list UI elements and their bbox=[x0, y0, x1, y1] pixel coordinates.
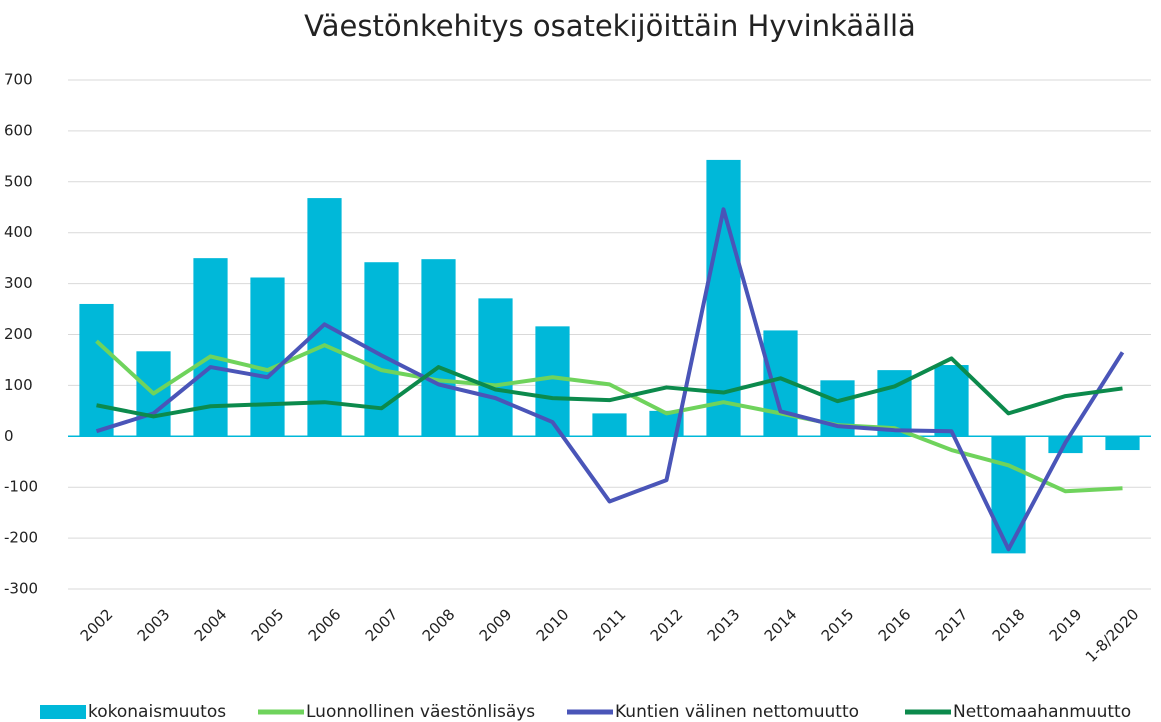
y-tick-label: 100 bbox=[4, 376, 33, 394]
bar bbox=[1105, 436, 1140, 451]
x-tick-label: 2002 bbox=[77, 605, 117, 645]
x-tick-label: 2012 bbox=[647, 605, 687, 645]
x-tick-label: 2018 bbox=[989, 605, 1029, 645]
bar bbox=[535, 326, 570, 437]
x-tick-label: 2014 bbox=[761, 605, 801, 645]
x-tick-label: 2013 bbox=[704, 605, 744, 645]
x-tick-label: 2008 bbox=[419, 605, 459, 645]
x-tick-label: 2015 bbox=[818, 605, 858, 645]
bar bbox=[478, 298, 513, 437]
bar bbox=[250, 277, 285, 437]
bar bbox=[934, 365, 969, 437]
x-tick-label: 2011 bbox=[590, 605, 630, 645]
x-tick-label: 2017 bbox=[932, 605, 972, 645]
y-tick-label: 600 bbox=[4, 121, 33, 139]
x-tick-label: 2004 bbox=[191, 605, 231, 645]
x-tick-label: 1-8/2020 bbox=[1082, 605, 1143, 666]
bar bbox=[79, 303, 114, 437]
bar bbox=[421, 259, 456, 437]
x-tick-label: 2009 bbox=[476, 605, 516, 645]
legend-label: Luonnollinen väestönlisäys bbox=[306, 702, 535, 722]
line bbox=[95, 339, 1123, 494]
x-tick-label: 2019 bbox=[1046, 605, 1086, 645]
bar bbox=[307, 198, 342, 437]
x-tick-label: 2005 bbox=[248, 605, 288, 645]
bar bbox=[592, 413, 627, 437]
line bbox=[96, 356, 1123, 419]
y-tick-label: 700 bbox=[4, 71, 33, 89]
legend-label: Nettomaahanmuutto bbox=[953, 702, 1131, 722]
legend-swatch bbox=[40, 705, 86, 719]
bar bbox=[706, 159, 741, 437]
x-tick-label: 2016 bbox=[875, 605, 915, 645]
y-tick-label: -300 bbox=[4, 580, 38, 598]
chart-title: Väestönkehitys osatekijöittäin Hyvinkääl… bbox=[304, 9, 916, 43]
y-tick-label: 0 bbox=[4, 427, 14, 445]
x-tick-label: 2010 bbox=[533, 605, 573, 645]
y-tick-label: 500 bbox=[4, 172, 33, 190]
legend-label: kokonaismuutos bbox=[88, 702, 226, 722]
legend-label: Kuntien välinen nettomuutto bbox=[615, 702, 859, 722]
y-tick-label: 400 bbox=[4, 223, 33, 241]
x-tick-label: 2006 bbox=[305, 605, 345, 645]
y-tick-label: -100 bbox=[4, 478, 38, 496]
x-tick-label: 2003 bbox=[134, 605, 174, 645]
y-tick-label: -200 bbox=[4, 529, 38, 547]
y-tick-label: 200 bbox=[4, 325, 33, 343]
line bbox=[95, 207, 1125, 552]
bar bbox=[991, 436, 1026, 554]
y-tick-label: 300 bbox=[4, 274, 33, 292]
x-tick-label: 2007 bbox=[362, 605, 402, 645]
